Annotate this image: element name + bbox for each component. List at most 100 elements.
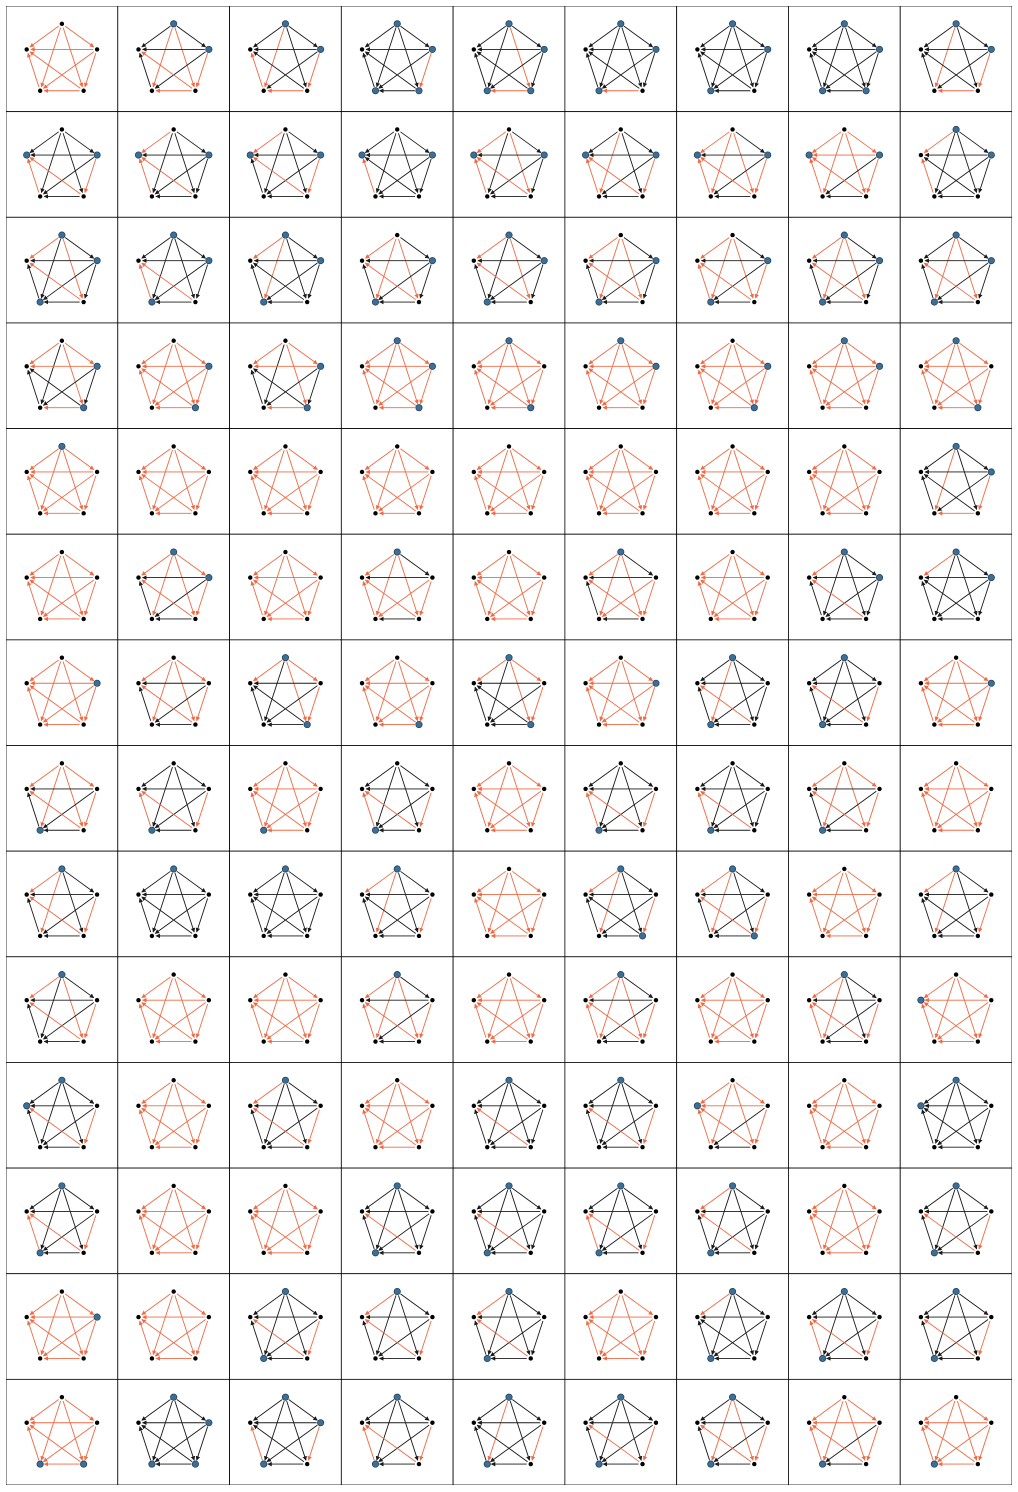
graph-edge [812,870,842,893]
graph-edge [286,344,307,405]
graph-node [149,1356,155,1361]
graph-node [806,1420,812,1425]
graph-edge [511,554,542,576]
graph-edge [362,264,375,299]
graph-node [485,194,490,199]
graph-edge [531,475,544,510]
graph-edge [264,978,285,1039]
graph-node [94,1209,100,1214]
graph-edge [253,870,283,893]
graph-edge [812,237,842,259]
graph-edge [866,581,879,616]
graph-node [730,444,735,449]
graph-edge [623,765,654,787]
graph-edge [921,792,934,827]
graph-node [149,722,155,727]
graph-edge [288,25,318,48]
graph-edge [398,872,419,933]
graph-cell [452,111,566,218]
graph-cell [6,322,119,429]
graph-edge [700,51,752,89]
graph-edge [43,1107,95,1146]
graph-node [752,1356,757,1361]
graph-edge [307,686,320,722]
graph-node [260,1460,268,1468]
graph-edge [154,579,206,617]
graph-node [94,786,100,792]
graph-edge [700,473,752,512]
graph-edge [812,765,842,787]
graph-node [304,933,310,939]
graph-node [819,1354,827,1363]
graph-cell [117,850,230,958]
graph-edge [923,237,954,259]
graph-edge [923,25,954,48]
graph-edge [286,766,307,827]
graph-edge [266,157,318,195]
graph-node [842,444,847,449]
graph-edge [474,1109,487,1144]
graph-node [81,88,86,93]
graph-node [260,1354,268,1363]
graph-edge [141,659,171,682]
graph-edge [364,157,416,195]
graph-node [416,511,422,516]
graph-edge [490,368,542,406]
graph-edge [375,978,397,1039]
graph-edge [735,976,765,999]
graph-node [430,469,435,475]
graph-edge [476,368,528,406]
graph-node [842,127,847,132]
graph-edge [174,872,196,933]
graph-edge [27,897,40,933]
graph-node [318,1314,323,1320]
graph-node [261,88,266,93]
graph-edge [29,368,81,406]
graph-edge [937,790,989,829]
graph-node [764,362,772,370]
graph-edge [601,157,653,195]
graph-node [81,722,86,727]
graph-cell [340,1167,454,1275]
graph-edge [364,237,395,259]
graph-edge [531,581,544,616]
graph-cell [117,216,230,324]
graph-edge [250,1109,263,1144]
graph-edge [733,872,754,933]
graph-node [58,971,66,979]
graph-edge [490,262,542,301]
graph-node [471,364,477,369]
graph-edge [174,133,196,194]
graph-edge [378,157,430,195]
graph-edge [362,475,375,510]
graph-node [281,1287,289,1296]
graph-cell [788,216,901,324]
graph-edge [735,131,765,154]
graph-node [205,45,213,53]
graph-edge [29,342,59,365]
graph-node [428,45,436,53]
cell-border [676,850,789,958]
graph-edge [812,554,842,576]
graph-cell [117,745,230,852]
graph-edge [375,133,397,194]
graph-edge [64,25,95,48]
graph-edge [531,686,544,722]
graph-node [149,405,155,410]
graph-node [765,892,770,897]
graph-cell [117,533,230,641]
graph-node [317,45,325,53]
graph-node [840,20,848,28]
graph-node [170,231,178,239]
graph-node [595,1249,603,1257]
graph-edge [923,1107,975,1146]
graph-edge [398,344,419,405]
graph-edge [956,238,978,299]
graph-cell [452,322,566,429]
graph-edge [923,1002,975,1040]
graph-node [395,655,400,660]
graph-edge [588,765,618,787]
graph-cell [676,111,789,218]
graph-node [59,338,65,343]
graph-node [707,298,715,306]
